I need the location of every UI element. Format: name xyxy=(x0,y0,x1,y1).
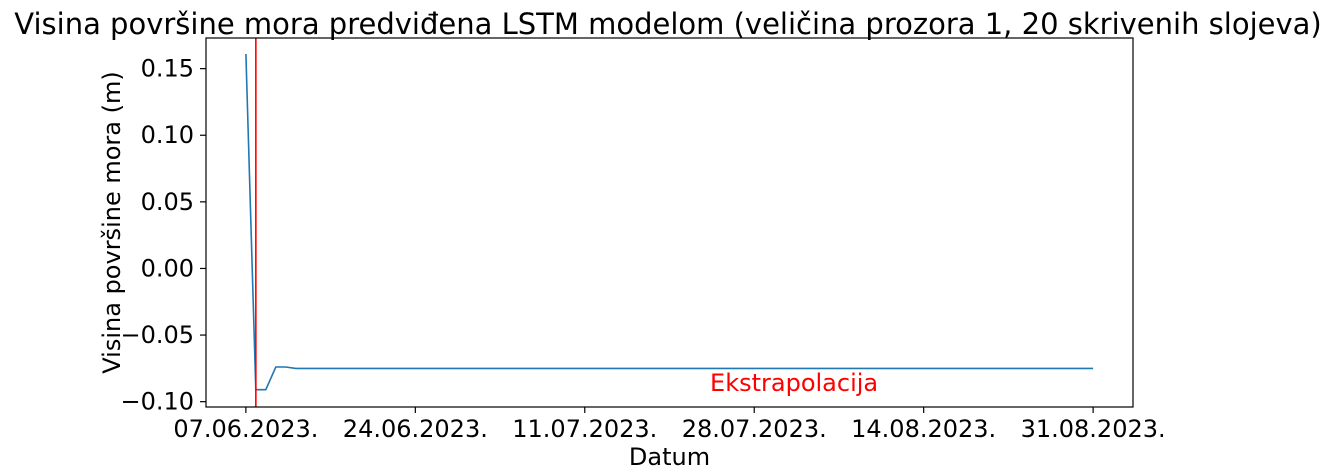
x-tick-label: 11.07.2023. xyxy=(512,415,657,443)
plot-frame xyxy=(205,37,1134,408)
x-axis-label: Datum xyxy=(629,443,710,471)
x-tick-label: 14.08.2023. xyxy=(851,415,996,443)
y-tick-label: 0.15 xyxy=(141,55,194,83)
plot-area xyxy=(245,38,1094,407)
extrapolation-annotation: Ekstrapolacija xyxy=(710,369,878,397)
x-tick-label: 31.08.2023. xyxy=(1021,415,1166,443)
y-tick-label: 0.10 xyxy=(141,121,194,149)
y-tick-label: 0.00 xyxy=(141,254,194,282)
series-line xyxy=(245,53,1094,391)
chart-title: Visina površine mora predviđena LSTM mod… xyxy=(14,7,1321,41)
x-tick-label: 24.06.2023. xyxy=(343,415,488,443)
y-tick-label: −0.10 xyxy=(120,388,194,416)
x-tick-label: 28.07.2023. xyxy=(682,415,827,443)
x-tick-label: 07.06.2023. xyxy=(173,415,318,443)
y-axis-label: Visina površine mora (m) xyxy=(98,71,126,373)
y-tick-label: −0.05 xyxy=(120,321,194,349)
y-tick-label: 0.05 xyxy=(141,188,194,216)
